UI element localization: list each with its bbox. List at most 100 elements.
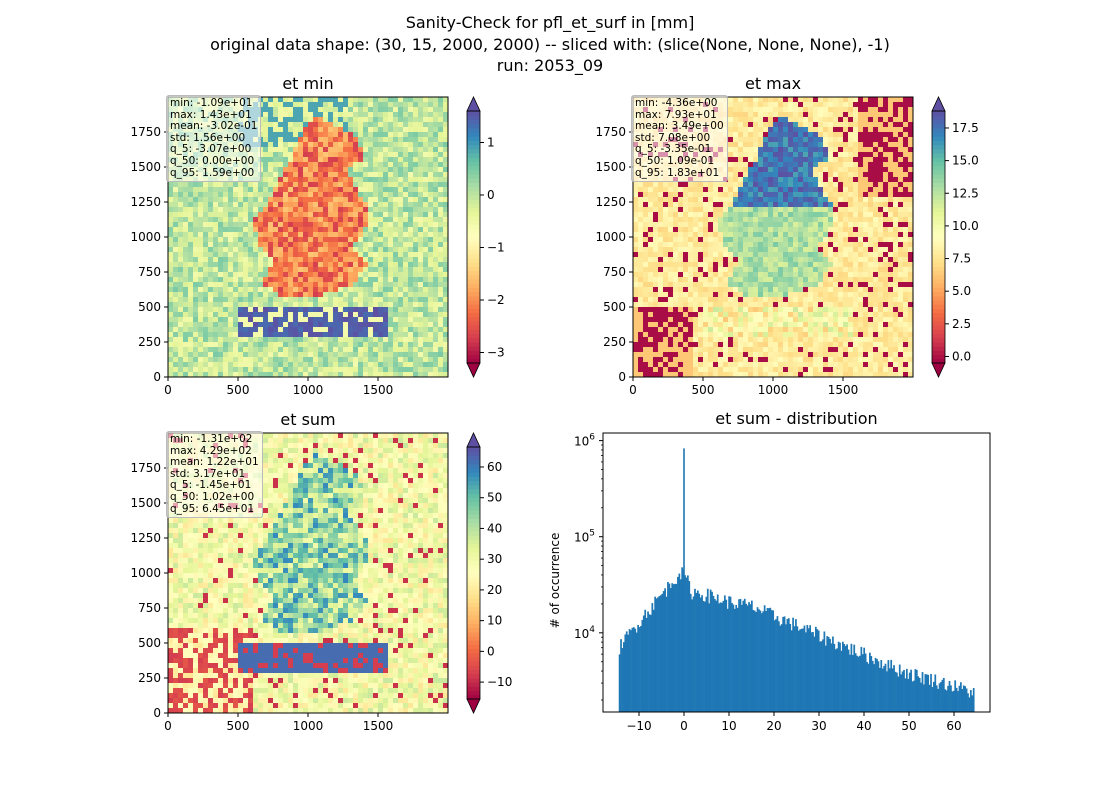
colorbar-segment bbox=[467, 195, 480, 200]
heatmap-cell bbox=[358, 302, 364, 308]
heatmap-cell bbox=[263, 217, 269, 223]
heatmap-cell bbox=[268, 137, 274, 143]
heatmap-cell bbox=[423, 182, 429, 188]
heatmap-cell bbox=[178, 362, 184, 368]
heatmap-cell bbox=[423, 187, 429, 193]
heatmap-cell bbox=[238, 187, 244, 193]
heatmap-cell bbox=[358, 287, 364, 293]
heatmap-cell bbox=[638, 317, 644, 323]
heatmap-cell bbox=[658, 272, 664, 278]
heatmap-cell bbox=[218, 367, 224, 373]
heatmap-cell bbox=[758, 357, 764, 363]
heatmap-cell bbox=[368, 187, 374, 193]
heatmap-cell bbox=[228, 322, 234, 328]
heatmap-cell bbox=[438, 357, 444, 363]
heatmap-cell bbox=[653, 312, 659, 318]
heatmap-cell bbox=[233, 362, 239, 368]
heatmap-cell bbox=[313, 272, 319, 278]
heatmap-cell bbox=[788, 142, 794, 148]
heatmap-cell bbox=[223, 187, 229, 193]
heatmap-cell bbox=[373, 342, 379, 348]
heatmap-cell bbox=[398, 277, 404, 283]
heatmap-cell bbox=[708, 257, 714, 263]
heatmap-cell bbox=[733, 327, 739, 333]
heatmap-cell bbox=[703, 237, 709, 243]
heatmap-cell bbox=[223, 337, 229, 343]
heatmap-cell bbox=[208, 372, 214, 378]
heatmap-cell bbox=[173, 317, 179, 323]
heatmap-cell bbox=[338, 352, 344, 358]
heatmap-cell bbox=[678, 337, 684, 343]
heatmap-cell bbox=[388, 177, 394, 183]
heatmap-cell bbox=[368, 357, 374, 363]
heatmap-cell bbox=[243, 232, 249, 238]
heatmap-cell bbox=[378, 107, 384, 113]
colorbar-segment bbox=[467, 291, 480, 297]
heatmap-cell bbox=[308, 237, 314, 243]
heatmap-cell bbox=[708, 282, 714, 288]
heatmap-cell bbox=[778, 247, 784, 253]
heatmap-cell bbox=[748, 227, 754, 233]
heatmap-cell bbox=[733, 122, 739, 128]
heatmap-cell bbox=[413, 317, 419, 323]
heatmap-cell bbox=[213, 342, 219, 348]
heatmap-cell bbox=[193, 362, 199, 368]
heatmap-cell bbox=[318, 122, 324, 128]
heatmap-cell bbox=[638, 297, 644, 303]
heatmap-cell bbox=[758, 212, 764, 218]
heatmap-cell bbox=[673, 297, 679, 303]
y-tick-label: 1250 bbox=[130, 195, 161, 209]
heatmap-cell bbox=[323, 242, 329, 248]
heatmap-cell bbox=[783, 362, 789, 368]
heatmap-cell bbox=[283, 317, 289, 323]
heatmap-cell bbox=[753, 212, 759, 218]
heatmap-cell bbox=[763, 352, 769, 358]
heatmap-cell bbox=[223, 307, 229, 313]
heatmap-cell bbox=[433, 197, 439, 203]
heatmap-cell bbox=[743, 247, 749, 253]
heatmap-cell bbox=[183, 307, 189, 313]
heatmap-cell bbox=[193, 272, 199, 278]
heatmap-cell bbox=[713, 257, 719, 263]
colorbar-segment bbox=[467, 358, 480, 364]
heatmap-cell bbox=[678, 357, 684, 363]
heatmap-cell bbox=[288, 177, 294, 183]
heatmap-cell bbox=[688, 272, 694, 278]
heatmap-cell bbox=[748, 217, 754, 223]
colorbar-segment bbox=[467, 300, 480, 305]
heatmap-cell bbox=[653, 322, 659, 328]
heatmap-cell bbox=[288, 107, 294, 113]
heatmap-cell bbox=[353, 337, 359, 343]
heatmap-cell bbox=[363, 137, 369, 143]
heatmap-cell bbox=[263, 332, 269, 338]
heatmap-cell bbox=[398, 222, 404, 228]
heatmap-cell bbox=[718, 347, 724, 353]
heatmap-cell bbox=[758, 352, 764, 358]
heatmap-cell bbox=[653, 357, 659, 363]
heatmap-cell bbox=[728, 192, 734, 198]
heatmap-cell bbox=[223, 347, 229, 353]
heatmap-cell bbox=[228, 332, 234, 338]
heatmap-cell bbox=[303, 282, 309, 288]
heatmap-cell bbox=[773, 227, 779, 233]
heatmap-cell bbox=[393, 202, 399, 208]
heatmap-cell bbox=[288, 257, 294, 263]
heatmap-cell bbox=[783, 367, 789, 373]
heatmap-cell bbox=[663, 202, 669, 208]
heatmap-cell bbox=[383, 327, 389, 333]
y-tick-label: 0 bbox=[153, 370, 161, 384]
heatmap-cell bbox=[178, 342, 184, 348]
heatmap-cell bbox=[328, 362, 334, 368]
heatmap-cell bbox=[343, 117, 349, 123]
heatmap-cell bbox=[238, 362, 244, 368]
heatmap-cell bbox=[703, 302, 709, 308]
heatmap-cell bbox=[258, 182, 264, 188]
heatmap-cell bbox=[233, 237, 239, 243]
heatmap-cell bbox=[333, 167, 339, 173]
heatmap-cell bbox=[393, 302, 399, 308]
heatmap-cell bbox=[368, 297, 374, 303]
heatmap-cell bbox=[388, 357, 394, 363]
heatmap-cell bbox=[413, 182, 419, 188]
heatmap-cell bbox=[208, 182, 214, 188]
heatmap-cell bbox=[653, 277, 659, 283]
